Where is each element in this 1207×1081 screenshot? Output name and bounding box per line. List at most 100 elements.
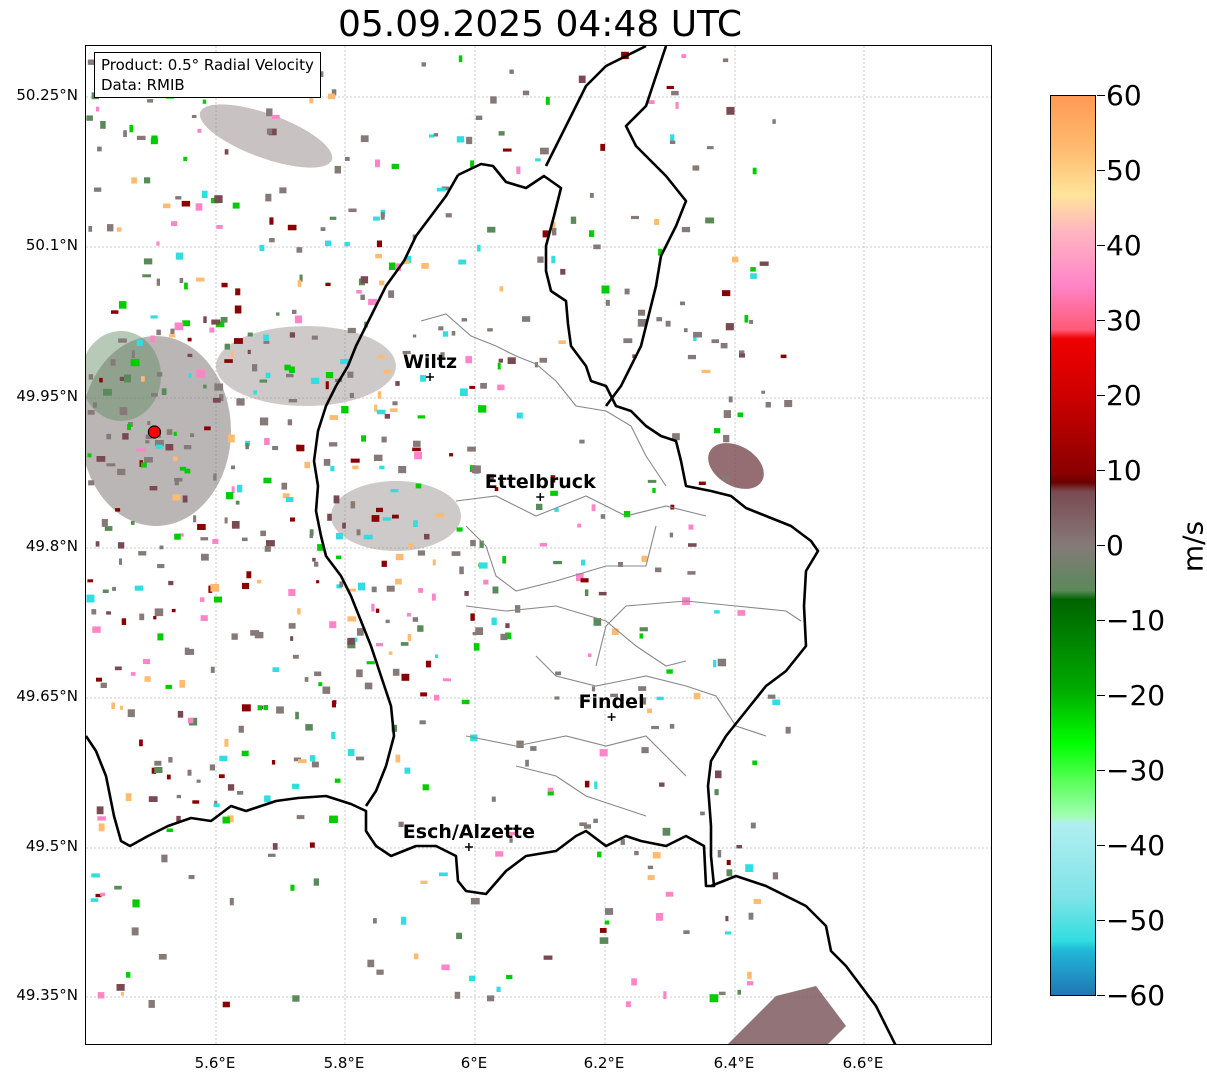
echo-pixel xyxy=(266,108,273,117)
echo-pixel xyxy=(414,451,422,460)
echo-pixel xyxy=(692,165,700,171)
echo-pixel xyxy=(331,731,336,740)
echo-pixel xyxy=(739,350,745,354)
echo-pixel xyxy=(377,355,386,359)
echo-pixel xyxy=(169,333,176,338)
echo-pixel xyxy=(491,617,497,626)
echo-pixel xyxy=(347,616,357,622)
colorbar-tick-label: 60 xyxy=(1106,79,1142,112)
colorbar-tick xyxy=(1097,620,1105,621)
echo-pixel xyxy=(698,481,706,485)
echo-pixel xyxy=(583,824,591,829)
echo-pixel xyxy=(336,555,342,560)
echo-pixel xyxy=(382,517,392,521)
echo-pixel xyxy=(316,580,320,584)
echo-pixel xyxy=(558,340,566,344)
echo-pixel xyxy=(706,146,714,150)
echo-pixel xyxy=(264,795,271,803)
echo-pixel xyxy=(286,373,294,378)
echo-pixel xyxy=(388,651,393,655)
echo-pixel xyxy=(172,494,181,501)
echo-pixel xyxy=(350,501,356,509)
city-label: Wiltz xyxy=(403,351,457,373)
echo-pixel xyxy=(174,534,181,540)
border-be-de xyxy=(544,46,647,167)
echo-pixel xyxy=(159,545,164,550)
echo-pixel xyxy=(442,678,451,682)
lat-label: 50.25°N xyxy=(16,86,78,104)
echo-pixel xyxy=(185,648,195,655)
echo-pixel xyxy=(433,133,439,137)
echo-pixel xyxy=(121,618,127,625)
echo-pixel xyxy=(166,828,173,832)
echo-pixel xyxy=(509,838,513,843)
echo-pixel xyxy=(268,853,276,857)
echo-pixel xyxy=(123,130,127,137)
echo-pixel xyxy=(230,351,234,359)
echo-pixel xyxy=(188,875,195,880)
echo-pixel xyxy=(360,135,369,143)
echo-pixel xyxy=(145,434,152,440)
echo-pixel xyxy=(143,258,153,265)
echo-pixel xyxy=(713,659,717,668)
echo-pixel xyxy=(486,474,494,481)
echo-speckles xyxy=(86,51,793,1008)
echo-pixel xyxy=(254,631,264,639)
echo-pixel xyxy=(780,354,787,359)
echo-pixel xyxy=(182,495,188,503)
echo-pixel xyxy=(654,218,660,225)
echo-pixel xyxy=(235,288,241,296)
lon-label: 5.6°E xyxy=(194,1054,236,1072)
echo-pixel xyxy=(722,475,731,480)
echo-pixel xyxy=(204,426,211,431)
echo-pixel xyxy=(655,567,662,573)
echo-pixel xyxy=(97,146,102,152)
echo-pixel xyxy=(334,165,341,174)
echo-pixel xyxy=(336,584,342,589)
echo-pixel xyxy=(711,339,719,344)
echo-pixel xyxy=(478,405,487,413)
echo-pixel xyxy=(92,626,101,633)
echo-pixel xyxy=(288,623,296,629)
radar-map[interactable]: Wiltz Ettelbruck Findel Esch/Alzette xyxy=(85,45,992,1045)
echo-pixel xyxy=(398,466,407,474)
echo-pixel xyxy=(293,757,301,762)
echo-pixel xyxy=(375,253,382,259)
echo-pixel xyxy=(714,610,720,614)
canton-line-6 xyxy=(535,655,767,737)
echo-pixel xyxy=(124,374,131,383)
echo-pixel xyxy=(314,561,319,567)
echo-pixel xyxy=(227,784,235,791)
echo-pixel xyxy=(597,851,602,858)
echo-pixel xyxy=(684,328,688,333)
echo-pixel xyxy=(247,349,251,355)
echo-pixel xyxy=(292,309,297,314)
echo-pixel xyxy=(86,115,93,121)
echo-pixel xyxy=(347,327,356,334)
echo-pixel xyxy=(147,99,154,103)
echo-pixel xyxy=(589,230,595,237)
echo-pixel xyxy=(681,54,687,58)
echo-pixel xyxy=(368,298,377,306)
echo-pixel xyxy=(594,781,598,789)
echo-pixel xyxy=(470,613,475,621)
echo-pixel xyxy=(257,705,262,711)
echo-pixel xyxy=(360,276,369,284)
echo-pixel xyxy=(588,653,592,658)
echo-pixel xyxy=(117,542,125,549)
echo-pixel xyxy=(333,495,340,504)
colorbar-tick-label: 10 xyxy=(1106,454,1142,487)
echo-pixel xyxy=(584,589,589,597)
echo-pixel xyxy=(99,377,103,383)
echo-pixel xyxy=(340,358,349,365)
echo-pixel xyxy=(449,453,454,457)
echo-pixel xyxy=(647,479,657,483)
echo-pixel xyxy=(345,157,350,161)
echo-pixel xyxy=(294,315,303,324)
echo-pixel xyxy=(175,196,182,200)
echo-pixel xyxy=(264,545,271,552)
echo-pixel xyxy=(458,259,467,265)
echo-pixel xyxy=(438,326,444,331)
echo-pixel xyxy=(749,319,753,324)
echo-pixel xyxy=(672,433,680,441)
